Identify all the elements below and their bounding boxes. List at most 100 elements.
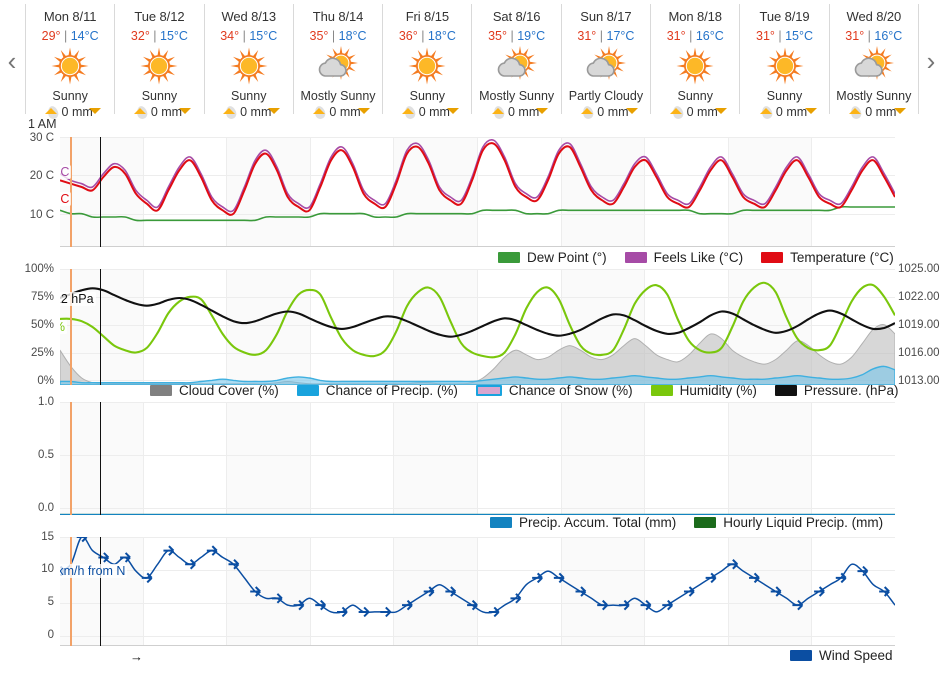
sunrise-marker-icon — [44, 108, 57, 114]
day-name: Mon 8/18 — [668, 9, 723, 24]
day-low-temp: 15°C — [160, 29, 188, 43]
day-low-temp: 18°C — [338, 29, 367, 43]
day-precip-amount: 0 mm — [240, 105, 272, 119]
legend-item[interactable]: Dew Point (°) — [498, 250, 607, 265]
wind-axis-tick-5: 5 — [47, 596, 54, 608]
legend-label: Cloud Cover (%) — [179, 383, 279, 398]
day-low-temp: 15°C — [249, 29, 278, 43]
sunset-marker-icon — [625, 108, 638, 114]
previous-days-arrow[interactable]: ‹ — [0, 44, 24, 78]
day-precip-amount: 0 mm — [775, 105, 808, 119]
wind-chart-panel: 15 10 5 0 12 km/h from N → — [0, 531, 945, 664]
gridline — [60, 175, 895, 176]
day-band — [644, 402, 728, 515]
day-temperature-range: 29° | 14°C — [41, 29, 99, 43]
day-column[interactable]: Tue 8/12 32° | 15°C Sunny 0 mm — [114, 4, 203, 120]
day-high-temp: 35° — [309, 29, 329, 43]
legend-item[interactable]: Precip. Accum. Total (mm) — [490, 515, 676, 530]
day-column[interactable]: Sat 8/16 35° | 19°C Mostly Sunny 0 mm — [471, 4, 560, 120]
precipitation-legend: Precip. Accum. Total (mm) Hourly Liquid P… — [490, 515, 883, 530]
legend-swatch — [296, 385, 319, 396]
day-column[interactable]: Wed 8/13 34° | 15°C Sunny 0 mm — [203, 4, 293, 120]
day-band — [727, 537, 812, 646]
day-column[interactable]: Thu 8/14 35° | 18°C Mostly Sunny 0 mm — [292, 4, 382, 120]
humidity-series-svg — [60, 269, 895, 385]
day-column[interactable]: Sun 8/17 31° | 17°C Partly Cloudy 0 mm — [560, 4, 650, 120]
day-low-temp: 15°C — [785, 29, 814, 43]
pct-axis-tick-100: 100% — [24, 263, 54, 275]
temperature-plot-area[interactable]: 27 °C 25 °C 16 ° — [60, 137, 895, 247]
cursor-time-label: 1 AM — [28, 117, 57, 131]
day-condition: Mostly Sunny — [300, 89, 376, 103]
day-high-temp: 35° — [488, 29, 508, 43]
sunset-marker-icon — [715, 108, 728, 114]
temperature-callout: 25 °C — [60, 192, 72, 206]
sun-icon — [757, 44, 813, 88]
sunrise-marker-icon — [402, 108, 415, 114]
day-high-temp: 29° — [41, 29, 61, 43]
legend-item[interactable]: Hourly Liquid Precip. (mm) — [694, 515, 883, 530]
legend-label: Humidity (%) — [679, 383, 757, 398]
day-band — [644, 269, 728, 385]
day-band — [811, 137, 895, 247]
day-condition: Mostly Sunny — [479, 89, 555, 103]
pressure-axis-tick-1016: 1016.00 — [898, 347, 940, 359]
day-name: Wed 8/13 — [221, 9, 277, 24]
day-condition: Sunny — [677, 89, 713, 103]
legend-label: Chance of Precip. (%) — [325, 383, 458, 398]
legend-item[interactable]: Wind Speed — [790, 648, 893, 663]
day-band — [142, 137, 227, 247]
legend-swatch — [790, 650, 812, 661]
wind-series-svg — [60, 537, 895, 646]
day-column[interactable]: Mon 8/11 29° | 14°C Sunny 0 mm — [25, 4, 114, 120]
day-temperature-range: 31° | 16°C — [845, 29, 903, 43]
legend-item[interactable]: Temperature (°C) — [761, 250, 894, 265]
wind-legend: Wind Speed — [790, 648, 893, 663]
precipitation-plot-area[interactable] — [60, 402, 895, 515]
day-column[interactable]: Tue 8/19 31° | 15°C Sunny 0 mm — [739, 4, 828, 120]
day-condition: Sunny — [766, 89, 803, 103]
day-name: Mon 8/11 — [43, 9, 97, 24]
day-column[interactable]: Mon 8/18 31° | 16°C Sunny 0 mm — [650, 4, 739, 120]
humidity-plot-area[interactable]: 1022 hPa 57% — [60, 269, 895, 385]
gridline — [60, 137, 895, 138]
day-condition: Partly Cloudy — [568, 89, 644, 103]
legend-swatch — [694, 517, 717, 528]
day-bands — [60, 402, 895, 515]
next-days-arrow[interactable]: › — [919, 44, 943, 78]
legend-item[interactable]: Humidity (%) — [650, 383, 757, 398]
day-precipitation: 0 mm — [224, 104, 272, 120]
day-low-temp: 19°C — [517, 29, 546, 43]
gridline — [60, 603, 895, 604]
day-temperature-range: 35° | 19°C — [488, 29, 546, 43]
legend-item[interactable]: Chance of Precip. (%) — [296, 383, 458, 398]
legend-item[interactable]: Cloud Cover (%) — [150, 383, 279, 398]
gridline — [60, 508, 895, 509]
legend-item[interactable]: Pressure. (hPa) — [774, 383, 898, 398]
day-band — [309, 402, 394, 515]
legend-label: Chance of Snow (%) — [508, 383, 633, 398]
gridline — [60, 353, 895, 354]
day-temperature-range: 34° | 15°C — [220, 29, 278, 43]
day-temperature-range: 31° | 15°C — [756, 29, 814, 43]
day-column[interactable]: Fri 8/15 36° | 18°C Sunny 0 mm — [382, 4, 471, 120]
legend-item[interactable]: Chance of Snow (%) — [475, 383, 633, 398]
day-band — [476, 537, 561, 646]
day-band — [727, 402, 812, 515]
sunset-marker-icon — [446, 108, 459, 114]
day-precipitation: 0 mm — [849, 104, 896, 120]
sunset-marker-icon — [357, 108, 370, 114]
sun-icon — [399, 44, 455, 88]
pct-axis-tick-50: 50% — [30, 319, 54, 331]
day-precip-amount: 0 mm — [597, 105, 629, 119]
day-precipitation: 0 mm — [671, 104, 718, 120]
sunrise-marker-icon — [849, 108, 862, 114]
wind-axis-tick-15: 15 — [41, 531, 54, 543]
day-high-temp: 31° — [577, 29, 597, 43]
day-column[interactable]: Wed 8/20 31° | 16°C Mostly Sunny 0 mm — [828, 4, 919, 120]
wind-plot-area[interactable]: 12 km/h from N — [60, 537, 895, 646]
day-high-temp: 31° — [756, 29, 775, 43]
day-band — [560, 537, 645, 646]
legend-item[interactable]: Feels Like (°C) — [624, 250, 743, 265]
sunrise-marker-icon — [581, 108, 594, 114]
